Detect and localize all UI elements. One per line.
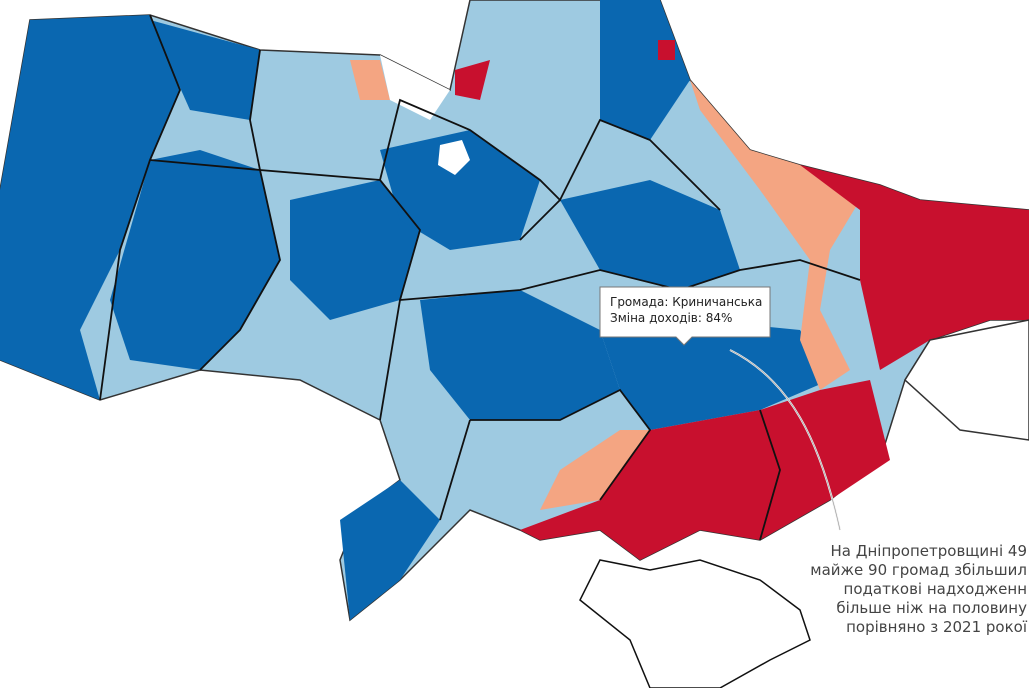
area xyxy=(150,20,260,120)
border xyxy=(379,98,721,211)
border xyxy=(519,199,561,241)
annotation: На Дніпропетровщині 49 майже 90 громад з… xyxy=(810,542,1028,636)
area xyxy=(340,480,440,620)
area xyxy=(0,15,180,400)
annotation-line-text: податкові надходженн xyxy=(844,580,1027,598)
no-data-area xyxy=(380,55,450,120)
no-data-area xyxy=(904,319,1029,441)
area xyxy=(380,130,540,250)
annotation-line-text: На Дніпропетровщині 49 xyxy=(831,542,1027,560)
annotation-line-text: порівняно з 2021 рокої xyxy=(846,618,1028,636)
tooltip-box xyxy=(599,286,771,346)
kyiv xyxy=(438,140,470,175)
tooltip-line: Громада: Криничанська xyxy=(610,295,762,309)
border xyxy=(470,388,652,501)
decline-areas xyxy=(455,40,1029,560)
annotation-line-shadow xyxy=(729,349,841,531)
crimea-outline xyxy=(579,559,811,688)
low-growth-area xyxy=(540,430,650,510)
area xyxy=(560,180,740,290)
annotation-line-text: більше ніж на половину xyxy=(836,599,1027,617)
annotation-line-text: майже 90 громад збільшил xyxy=(810,561,1027,579)
area xyxy=(800,165,1029,370)
high-growth-areas xyxy=(0,0,830,620)
low-growth-area xyxy=(350,60,390,100)
border xyxy=(439,419,471,521)
border xyxy=(149,159,281,371)
area xyxy=(600,0,690,140)
tooltip: Громада: Криничанська Зміна доходів: 84% xyxy=(599,286,771,346)
area xyxy=(658,40,675,60)
oblast-borders xyxy=(99,14,861,541)
low-growth-area xyxy=(690,80,860,390)
area xyxy=(455,60,490,100)
area xyxy=(600,320,830,430)
area xyxy=(420,290,620,420)
area xyxy=(290,180,420,320)
tooltip-line: Зміна доходів: 84% xyxy=(610,311,732,325)
border xyxy=(759,409,781,541)
area xyxy=(520,380,890,560)
area xyxy=(110,150,280,370)
